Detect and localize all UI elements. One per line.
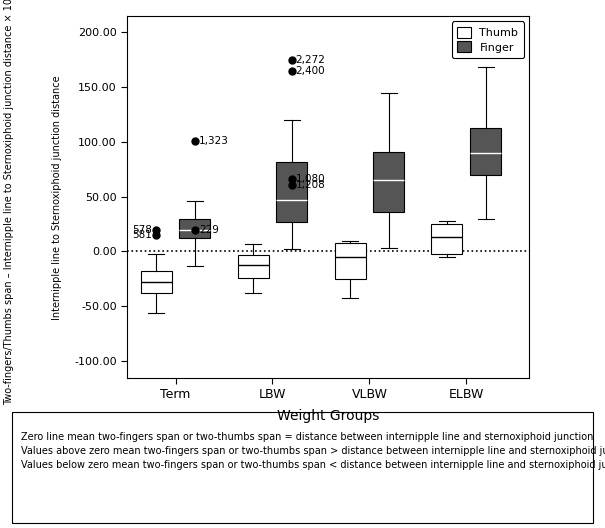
Text: 1,080: 1,080 bbox=[296, 174, 325, 184]
Text: 2,400: 2,400 bbox=[296, 65, 325, 76]
PathPatch shape bbox=[276, 162, 307, 222]
Text: Internipple line to Sternoxiphoid junction distance: Internipple line to Sternoxiphoid juncti… bbox=[53, 76, 62, 320]
PathPatch shape bbox=[238, 255, 269, 278]
PathPatch shape bbox=[180, 219, 211, 238]
Text: 581: 581 bbox=[132, 230, 152, 240]
Text: 229: 229 bbox=[199, 224, 218, 234]
Text: 1,323: 1,323 bbox=[199, 136, 229, 146]
PathPatch shape bbox=[373, 152, 404, 212]
Text: Zero line mean two-fingers span or two-thumbs span = distance between internippl: Zero line mean two-fingers span or two-t… bbox=[21, 432, 605, 470]
Text: 1,208: 1,208 bbox=[296, 180, 325, 190]
Text: 578: 578 bbox=[132, 224, 152, 234]
Text: 2,272: 2,272 bbox=[296, 55, 325, 65]
Text: Two-fingers/Thumbs span – Internipple line to Sternoxiphoid junction distance × : Two-fingers/Thumbs span – Internipple li… bbox=[4, 0, 14, 404]
X-axis label: Weight Groups: Weight Groups bbox=[277, 409, 379, 423]
PathPatch shape bbox=[470, 128, 502, 175]
PathPatch shape bbox=[431, 224, 462, 253]
PathPatch shape bbox=[335, 243, 365, 279]
Legend: Thumb, Finger: Thumb, Finger bbox=[451, 22, 524, 58]
PathPatch shape bbox=[140, 271, 172, 293]
